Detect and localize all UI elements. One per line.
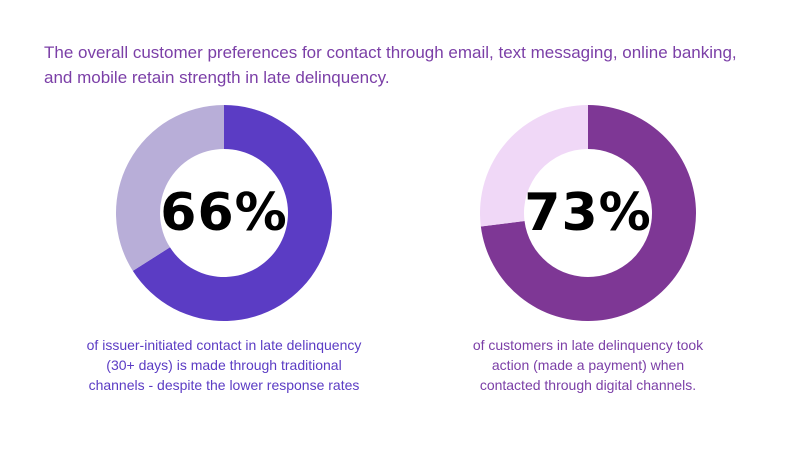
center-value-digital: 73% bbox=[524, 183, 652, 243]
donut-slice-1 bbox=[480, 105, 588, 227]
donut-slice-0 bbox=[132, 105, 332, 321]
donut-chart-traditional: 66% bbox=[116, 105, 332, 321]
donut-svg-traditional bbox=[116, 105, 332, 321]
center-value-traditional: 66% bbox=[160, 183, 288, 243]
caption-digital: of customers in late delinquency took ac… bbox=[472, 337, 704, 393]
caption-traditional: of issuer-initiated contact in late deli… bbox=[86, 337, 362, 393]
donut-slice-1 bbox=[116, 105, 224, 271]
donut-svg-digital bbox=[480, 105, 696, 321]
donut-slice-0 bbox=[480, 105, 696, 321]
headline: The overall customer preferences for con… bbox=[44, 43, 737, 87]
donut-chart-digital: 73% bbox=[480, 105, 696, 321]
